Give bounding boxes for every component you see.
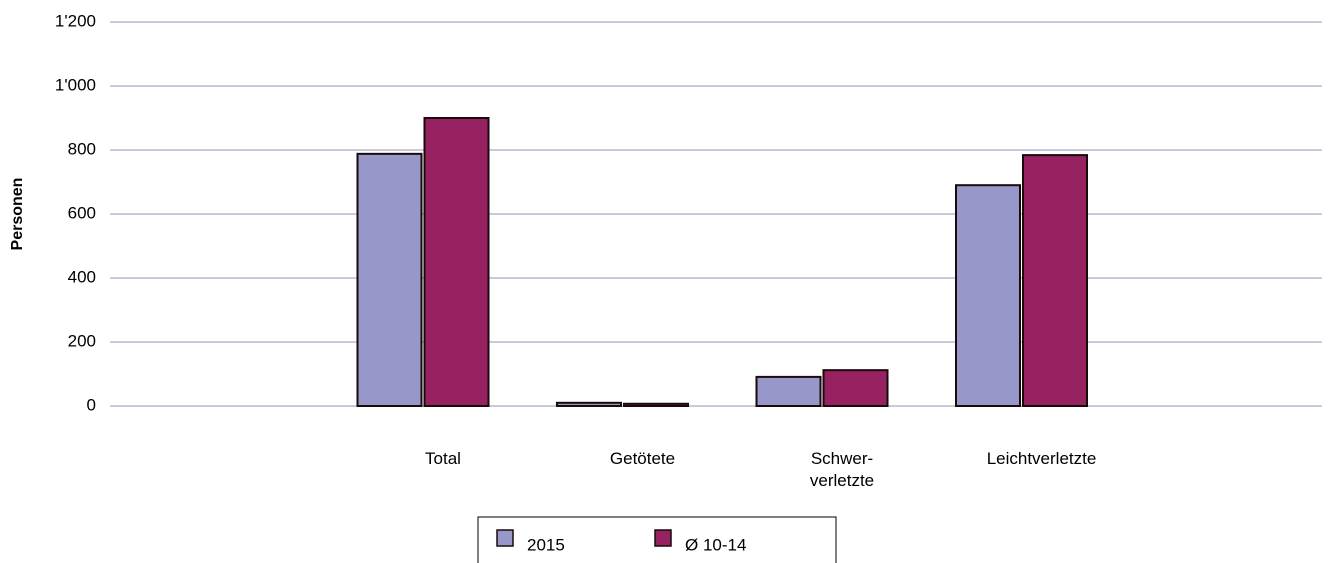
bar [822,369,889,408]
bar [423,117,490,407]
x-tick-label: Leichtverletzte [986,449,1097,468]
bar [623,402,689,408]
y-tick-label: 400 [68,267,96,286]
legend-label: Ø 10-14 [685,535,746,554]
bar [955,184,1021,407]
y-tick-label: 1'000 [55,75,96,94]
y-tick-label: 600 [68,203,96,222]
legend-label: 2015 [527,535,565,554]
y-tick-label: 0 [87,395,96,414]
bar [1022,154,1088,407]
y-tick-label: 1'200 [55,11,96,30]
y-tick-label: 200 [68,331,96,350]
x-tick-label: Total [425,449,461,468]
x-tick-label: Schwer- verletzte [809,449,875,490]
legend-swatch [654,529,672,547]
x-tick-label: Getötete [609,449,676,468]
y-tick-label: 800 [68,139,96,158]
y-axis-title: Personen [9,178,26,251]
bar [356,152,423,407]
legend-swatch [496,529,514,547]
bar [556,401,622,407]
bar [755,375,822,408]
